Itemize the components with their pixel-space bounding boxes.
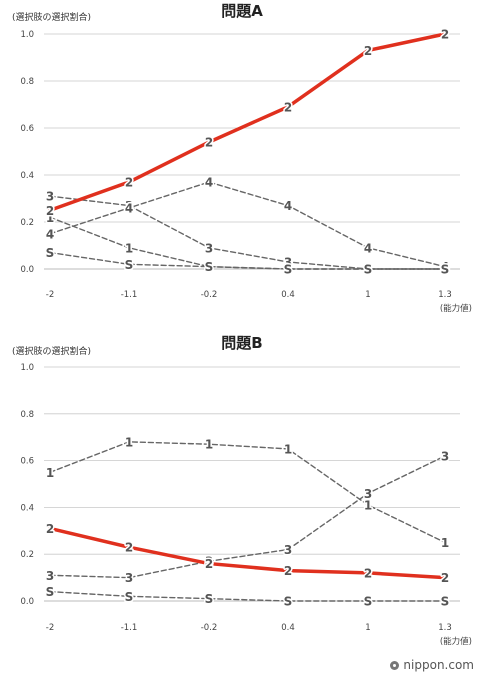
series-marker-3: 3 [125, 571, 133, 585]
series-marker-4: 4 [125, 201, 133, 215]
x-tick-label: 0.4 [281, 290, 295, 300]
series-marker-4: 4 [364, 241, 372, 255]
x-tick-label: 0.4 [281, 623, 295, 633]
y-tick-label: 0.2 [20, 218, 34, 228]
series-marker-2: 2 [441, 28, 449, 42]
series-marker-S: S [46, 585, 55, 599]
series-marker-1: 1 [284, 442, 292, 456]
chart-title: 問題A [221, 2, 263, 20]
series-marker-S: S [46, 246, 55, 260]
series-line-4 [49, 181, 446, 268]
series-marker-1: 1 [441, 263, 449, 277]
series-marker-2: 2 [364, 566, 372, 580]
y-tick-label: 0.0 [20, 265, 34, 275]
y-axis-label: (選択肢の選択割合) [12, 345, 91, 357]
x-tick-label: -1.1 [121, 290, 138, 300]
series-marker-1: 1 [46, 466, 54, 480]
series-marker-S: S [125, 258, 134, 272]
series-marker-1: 1 [284, 263, 292, 277]
series-marker-3: 3 [284, 255, 292, 269]
series-marker-3: 3 [46, 190, 54, 204]
y-tick-label: 0.2 [20, 550, 34, 560]
nippon-dot-icon [390, 660, 400, 670]
series-marker-S: S [441, 263, 450, 277]
series-marker-3: 3 [205, 241, 213, 255]
y-tick-label: 0.4 [20, 503, 34, 513]
series-marker-2: 2 [284, 564, 292, 578]
series-line-S [49, 590, 446, 602]
y-tick-label: 0.8 [20, 77, 34, 87]
x-axis-unit: (能力値) [440, 303, 472, 314]
series-marker-2: 2 [125, 541, 133, 555]
series-line-3 [49, 455, 446, 579]
series-marker-3: 3 [364, 487, 372, 501]
x-tick-label: -2 [46, 623, 54, 633]
series-marker-3: 3 [284, 543, 292, 557]
y-tick-label: 0.0 [20, 597, 34, 607]
series-marker-2: 2 [284, 100, 292, 114]
x-tick-label: -2 [46, 290, 54, 300]
series-marker-3: 3 [46, 569, 54, 583]
series-line-S [49, 251, 446, 270]
series-marker-2: 2 [205, 136, 213, 150]
series-marker-1: 1 [441, 536, 449, 550]
series-marker-S: S [364, 595, 373, 609]
series-marker-3: 3 [441, 449, 449, 463]
x-tick-label: -0.2 [201, 290, 218, 300]
series-marker-S: S [205, 260, 214, 274]
series-marker-4: 4 [441, 260, 449, 274]
series-marker-2: 2 [46, 522, 54, 536]
series-line-1 [49, 441, 446, 544]
y-tick-label: 0.6 [20, 457, 34, 467]
series-marker-S: S [284, 263, 293, 277]
footer-brand: nippon [403, 658, 445, 672]
x-tick-label: -1.1 [121, 623, 138, 633]
y-tick-label: 1.0 [20, 363, 34, 373]
series-marker-1: 1 [364, 499, 372, 513]
series-marker-1: 1 [205, 438, 213, 452]
series-marker-1: 1 [125, 241, 133, 255]
series-marker-2: 2 [364, 44, 372, 58]
series-marker-4: 4 [284, 199, 292, 213]
y-tick-label: 1.0 [20, 30, 34, 40]
y-axis-label: (選択肢の選択割合) [12, 11, 91, 23]
series-marker-2: 2 [46, 204, 54, 218]
x-tick-label: 1.3 [438, 290, 452, 300]
series-marker-4: 4 [205, 176, 213, 190]
x-tick-label: 1 [365, 623, 370, 633]
x-tick-label: 1 [365, 290, 370, 300]
y-tick-label: 0.4 [20, 171, 34, 181]
series-marker-S: S [125, 590, 134, 604]
x-axis-unit: (能力値) [440, 636, 472, 647]
series-marker-2: 2 [441, 571, 449, 585]
series-marker-3: 3 [205, 555, 213, 569]
y-tick-label: 0.8 [20, 410, 34, 420]
series-line-2 [48, 32, 447, 212]
series-marker-2: 2 [205, 557, 213, 571]
x-tick-label: -0.2 [201, 623, 218, 633]
series-marker-S: S [205, 592, 214, 606]
series-marker-3: 3 [364, 263, 372, 277]
series-marker-1: 1 [46, 211, 54, 225]
series-marker-2: 2 [125, 176, 133, 190]
series-marker-S: S [364, 263, 373, 277]
series-marker-S: S [284, 595, 293, 609]
series-marker-3: 3 [125, 199, 133, 213]
series-marker-3: 3 [441, 263, 449, 277]
chart-title: 問題B [221, 334, 262, 352]
series-marker-1: 1 [205, 260, 213, 274]
series-marker-1: 1 [364, 263, 372, 277]
series-marker-S: S [441, 595, 450, 609]
series-line-3 [49, 195, 446, 270]
y-tick-label: 0.6 [20, 124, 34, 134]
nippon-footer: nippon .com [390, 658, 474, 672]
x-tick-label: 1.3 [438, 623, 452, 633]
series-line-2 [48, 526, 447, 580]
footer-domain: .com [444, 658, 474, 672]
series-marker-1: 1 [125, 435, 133, 449]
series-marker-4: 4 [46, 227, 54, 241]
